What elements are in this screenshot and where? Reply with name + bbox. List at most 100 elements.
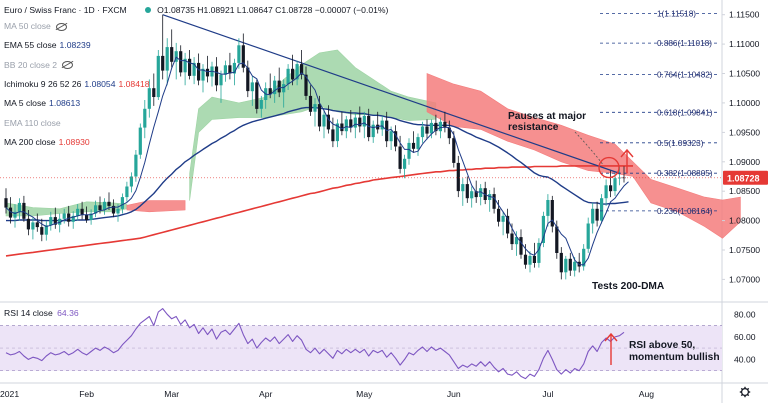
candle-body	[376, 124, 380, 130]
hidden-eye-icon[interactable]	[55, 22, 67, 31]
time-axis-label: Jun	[447, 389, 461, 399]
candle-body	[474, 191, 478, 198]
candle-body	[304, 74, 308, 96]
candle-body	[326, 114, 330, 130]
candle-body	[331, 129, 335, 142]
candle-body	[600, 198, 604, 221]
candle-body	[273, 80, 277, 95]
rsi-legend[interactable]: RSI 14 close 64.36	[4, 308, 79, 318]
candle-body	[223, 65, 227, 75]
candle-body	[582, 248, 586, 267]
legend-ma5[interactable]: MA 5 close 1.08613	[4, 95, 388, 114]
rsi-value: 64.36	[57, 308, 79, 318]
candle-body	[461, 184, 465, 192]
ema55-label: EMA 55 close	[4, 40, 57, 51]
candle-body	[8, 207, 13, 218]
candle-body	[617, 177, 622, 179]
candle-body	[268, 88, 272, 95]
candle-body	[300, 64, 304, 75]
candle-body	[237, 45, 241, 63]
candle-body	[53, 217, 57, 225]
candle-body	[483, 188, 487, 200]
rsi-axis-label: 40.00	[734, 354, 756, 364]
rsi-line	[5, 308, 625, 380]
candle-body	[591, 208, 595, 224]
ma5-line	[5, 56, 629, 266]
ma200-value: 1.08930	[58, 137, 90, 148]
legend-ema55[interactable]: EMA 55 close 1.08239	[4, 36, 388, 55]
annotation-resistance: resistance	[508, 122, 559, 133]
candle-body	[35, 222, 39, 228]
settings-gear-icon[interactable]	[739, 386, 751, 398]
price-axis-label: 1.09500	[729, 127, 760, 137]
candle-body	[313, 104, 317, 112]
ohlc-readout: O1.08735 H1.08921 L1.08647 C1.08728 −0.0…	[144, 4, 389, 17]
annotation-pauses-resistance: Pauses at major	[508, 111, 586, 122]
candle-body	[192, 62, 196, 76]
time-axis-label: Apr	[259, 389, 273, 399]
candle-body	[308, 95, 313, 112]
candle-body	[335, 123, 339, 142]
candle-body	[259, 100, 263, 109]
candle-body	[120, 197, 124, 209]
candle-body	[282, 84, 286, 93]
annotation-rsi-above-50: RSI above 50,	[629, 340, 695, 351]
ma200-line	[5, 165, 633, 257]
candle-body	[111, 205, 116, 214]
up-arrow-head	[620, 148, 634, 158]
ohlc-high: H1.08921	[197, 4, 235, 15]
annotation-tests-200dma: Tests 200-DMA	[592, 281, 665, 292]
legend-ichimoku[interactable]: Ichimoku 9 26 52 26 1.08054 1.08418	[4, 75, 388, 94]
candle-body	[76, 208, 80, 216]
ohlc-change: −0.00007 (−0.01%)	[314, 4, 389, 15]
candle-body	[514, 237, 519, 245]
candle-body	[425, 126, 429, 134]
symbol-title[interactable]: Euro / Swiss Franc · 1D · FXCM	[4, 4, 127, 15]
candle-body	[317, 104, 322, 127]
legend-ema110[interactable]: EMA 110 close	[4, 114, 388, 133]
legend-bb20[interactable]: BB 20 close 2	[4, 56, 388, 75]
candle-body	[22, 202, 26, 219]
candle-body	[519, 237, 523, 255]
candle-body	[13, 211, 17, 218]
ma5-value: 1.08613	[49, 98, 81, 109]
rsi-arrow-head	[604, 332, 618, 342]
candle-body	[403, 158, 407, 169]
candle-body	[564, 258, 568, 273]
candle-body	[58, 218, 62, 225]
hidden-eye-icon[interactable]	[62, 61, 74, 70]
candle-body	[371, 124, 375, 138]
candle-body	[174, 51, 178, 62]
candle-body	[349, 119, 353, 128]
candle-body	[362, 115, 366, 127]
candle-body	[470, 191, 474, 199]
price-axis-label: 1.08000	[729, 216, 760, 226]
candle-body	[380, 120, 384, 130]
candle-body	[183, 58, 187, 73]
fib-level-label: 0.764(1.10482)	[657, 71, 713, 80]
legend-ma200[interactable]: MA 200 close 1.08930	[4, 133, 388, 152]
candle-body	[295, 64, 299, 80]
ohlc-open: O1.08735	[157, 4, 195, 15]
ichimoku-label: Ichimoku 9 26 52 26	[4, 79, 82, 90]
candle-body	[40, 227, 44, 235]
candle-body	[398, 146, 402, 169]
ichimoku-value-2: 1.08418	[118, 79, 150, 90]
legend-ma50[interactable]: MA 50 close	[4, 17, 388, 36]
candle-body	[205, 68, 210, 77]
ma200-label: MA 200 close	[4, 137, 56, 148]
candle-body	[286, 68, 290, 85]
candle-body	[116, 208, 120, 214]
candle-body	[125, 186, 129, 198]
ohlc-low: L1.08647	[236, 4, 273, 15]
candle-body	[277, 80, 281, 93]
time-axis-label: Jul	[542, 389, 553, 399]
candle-body	[546, 200, 550, 216]
candle-body	[49, 217, 53, 226]
candle-body	[31, 222, 35, 230]
ohlc-close: C1.08728	[275, 4, 313, 15]
candle-body	[201, 68, 205, 81]
ema55-value: 1.08239	[59, 40, 91, 51]
